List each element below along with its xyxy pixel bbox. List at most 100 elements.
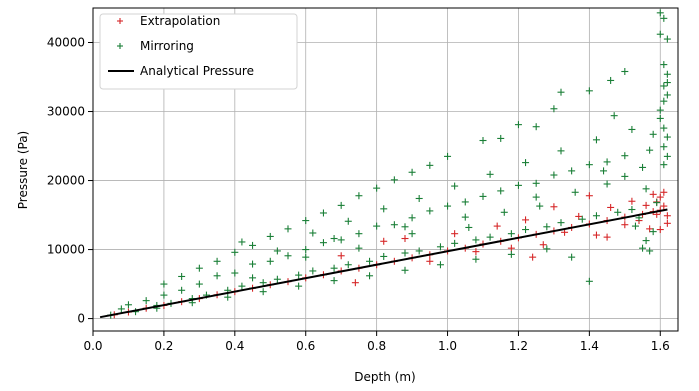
- data-point-mirroring: [486, 233, 494, 241]
- data-point-extrapolation: [585, 192, 593, 200]
- data-point-mirroring: [330, 264, 338, 272]
- data-point-mirroring: [663, 152, 671, 160]
- marks-layer: [99, 9, 671, 319]
- data-point-mirroring: [408, 214, 416, 222]
- data-point-mirroring: [607, 76, 615, 84]
- legend-label-extrapolation: Extrapolation: [140, 14, 220, 28]
- data-point-mirroring: [436, 261, 444, 269]
- data-point-mirroring: [653, 199, 661, 207]
- data-point-mirroring: [600, 167, 608, 175]
- data-point-mirroring: [507, 250, 515, 258]
- data-point-mirroring: [231, 248, 239, 256]
- legend-label-analytical-pressure: Analytical Pressure: [140, 64, 254, 78]
- data-point-extrapolation: [621, 221, 629, 229]
- data-point-mirroring: [401, 266, 409, 274]
- data-point-mirroring: [649, 228, 657, 236]
- data-point-mirroring: [656, 9, 664, 17]
- data-point-mirroring: [295, 282, 303, 290]
- data-point-extrapolation: [646, 225, 654, 233]
- data-point-mirroring: [461, 198, 469, 206]
- data-point-mirroring: [614, 208, 622, 216]
- data-point-mirroring: [660, 82, 668, 90]
- data-point-mirroring: [330, 277, 338, 285]
- data-point-mirroring: [284, 225, 292, 233]
- data-point-mirroring: [532, 193, 540, 201]
- data-point-mirroring: [302, 246, 310, 254]
- data-point-mirroring: [621, 172, 629, 180]
- data-point-mirroring: [401, 249, 409, 257]
- data-point-mirroring: [355, 230, 363, 238]
- y-axis-title: Pressure (Pa): [16, 131, 30, 209]
- data-point-extrapolation: [607, 203, 615, 211]
- x-tick-label: 1.0: [438, 339, 457, 353]
- data-point-extrapolation: [451, 230, 459, 238]
- data-point-mirroring: [522, 226, 530, 234]
- data-point-mirroring: [568, 253, 576, 261]
- data-point-mirroring: [160, 280, 168, 288]
- data-point-extrapolation: [663, 219, 671, 227]
- data-point-mirroring: [639, 244, 647, 252]
- data-point-mirroring: [663, 70, 671, 78]
- data-point-mirroring: [259, 288, 267, 296]
- data-point-mirroring: [178, 286, 186, 294]
- data-point-mirroring: [663, 91, 671, 99]
- data-point-mirroring: [373, 222, 381, 230]
- data-point-extrapolation: [603, 233, 611, 241]
- data-point-mirroring: [330, 235, 338, 243]
- data-point-mirroring: [557, 88, 565, 96]
- data-point-mirroring: [366, 272, 374, 280]
- data-point-mirroring: [660, 124, 668, 132]
- data-point-extrapolation: [656, 193, 664, 201]
- data-point-extrapolation: [380, 237, 388, 245]
- x-tick-label: 0.8: [367, 339, 386, 353]
- data-point-mirroring: [408, 168, 416, 176]
- legend-marker-extrapolation: [117, 18, 123, 24]
- data-point-mirroring: [497, 187, 505, 195]
- data-point-mirroring: [266, 257, 274, 265]
- legend: Extrapolation Mirroring Analytical Press…: [99, 13, 298, 90]
- data-point-mirroring: [656, 114, 664, 122]
- data-point-mirroring: [373, 184, 381, 192]
- data-point-mirroring: [355, 244, 363, 252]
- data-point-mirroring: [309, 229, 317, 237]
- data-point-mirroring: [451, 239, 459, 247]
- data-point-mirroring: [344, 217, 352, 225]
- x-tick-label: 0.4: [225, 339, 244, 353]
- data-point-mirroring: [366, 257, 374, 265]
- data-point-mirroring: [160, 291, 168, 299]
- data-point-mirroring: [500, 208, 508, 216]
- data-point-mirroring: [273, 247, 281, 255]
- data-point-mirroring: [514, 121, 522, 129]
- data-point-mirroring: [656, 30, 664, 38]
- data-point-mirroring: [649, 130, 657, 138]
- data-point-mirroring: [646, 146, 654, 154]
- data-point-mirroring: [472, 236, 480, 244]
- data-point-mirroring: [479, 137, 487, 145]
- data-point-mirroring: [319, 209, 327, 217]
- data-point-mirroring: [436, 243, 444, 251]
- data-point-mirroring: [578, 215, 586, 223]
- data-point-mirroring: [507, 230, 515, 238]
- legend-marker-mirroring: [117, 43, 123, 49]
- data-point-mirroring: [642, 185, 650, 193]
- data-point-mirroring: [532, 123, 540, 131]
- data-point-extrapolation: [539, 241, 547, 249]
- data-point-extrapolation: [642, 201, 650, 209]
- data-point-mirroring: [355, 192, 363, 200]
- data-point-mirroring: [532, 179, 540, 187]
- y-tick-label: 40000: [47, 36, 85, 50]
- data-point-extrapolation: [426, 257, 434, 265]
- x-tick-label: 1.2: [509, 339, 528, 353]
- data-point-mirroring: [259, 279, 267, 287]
- data-point-mirroring: [660, 161, 668, 169]
- x-tick-label: 1.6: [651, 339, 670, 353]
- data-point-mirroring: [390, 176, 398, 184]
- data-point-mirroring: [621, 67, 629, 75]
- data-point-extrapolation: [660, 188, 668, 196]
- x-tick-label: 1.4: [580, 339, 599, 353]
- data-point-mirroring: [415, 247, 423, 255]
- data-point-mirroring: [628, 125, 636, 133]
- data-point-mirroring: [117, 305, 125, 313]
- data-point-mirroring: [486, 170, 494, 178]
